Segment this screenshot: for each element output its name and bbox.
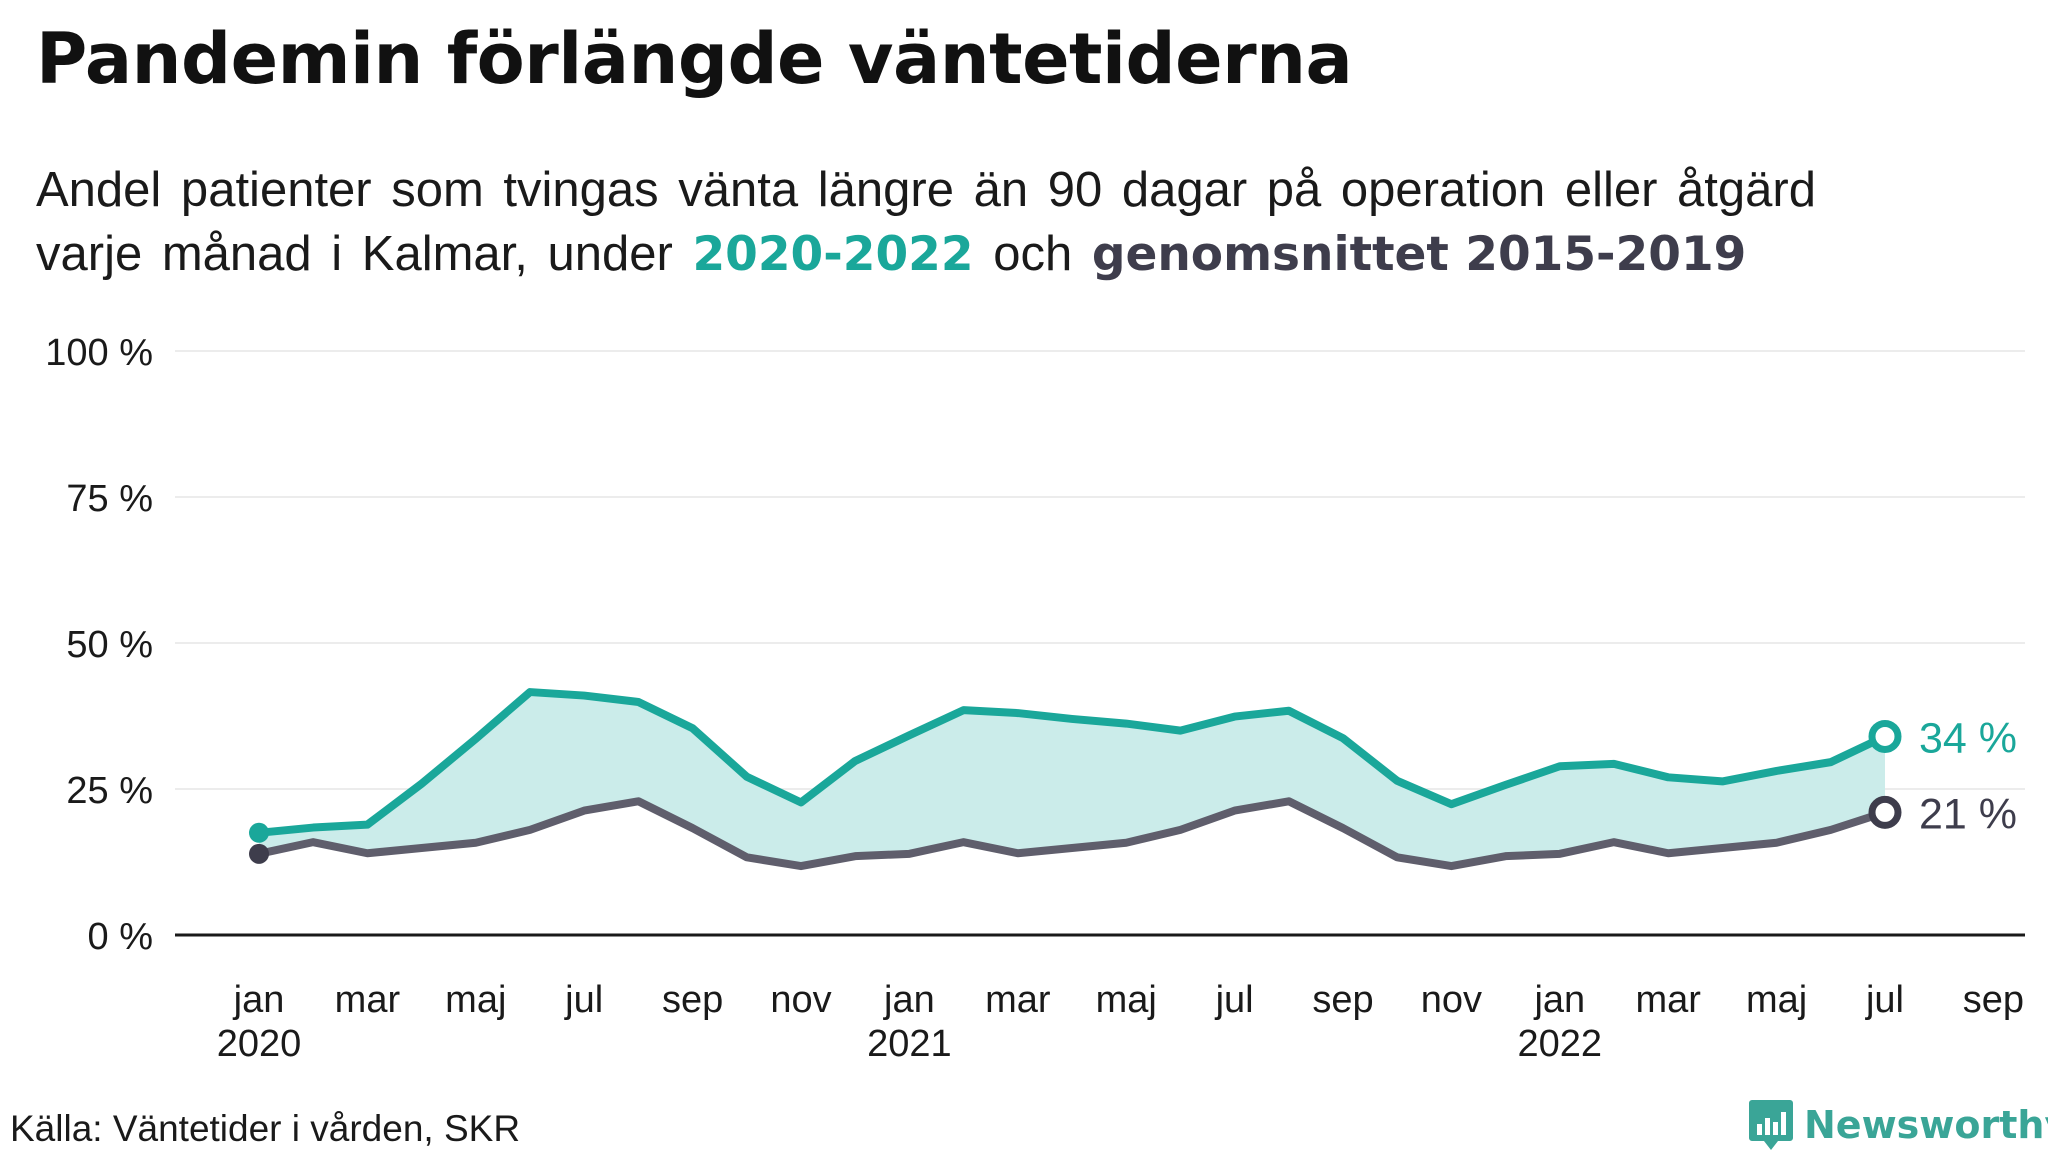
start-marker-average — [249, 843, 269, 864]
subtitle-highlight-teal: 2020-2022 — [692, 227, 974, 282]
end-marker-current — [1868, 719, 1902, 753]
y-tick-label-100: 100 % — [45, 332, 153, 374]
area-fill — [259, 692, 1885, 867]
y-tick-label-50: 50 % — [66, 624, 153, 666]
area-between-series — [259, 692, 1885, 867]
x-year-label-2022: 2022 — [1518, 1023, 1603, 1065]
x-tick-label-2022-01: jan — [1533, 979, 1585, 1021]
x-tick-label-2020-09: sep — [662, 979, 723, 1021]
source-note: Källa: Väntetider i vården, SKR — [10, 1108, 521, 1149]
end-marker-average — [1868, 795, 1902, 829]
series-markers — [249, 719, 1902, 864]
chart-title: Pandemin förlängde väntetiderna — [36, 18, 1353, 100]
newsworthy-wordmark: Newsworthy — [1804, 1103, 2048, 1147]
subtitle-conjunction: och — [973, 227, 1092, 281]
subtitle-highlight-gray: genomsnittet 2015-2019 — [1091, 227, 1747, 282]
newsworthy-logo: Newsworthy — [1748, 1098, 2048, 1152]
newsworthy-logo-icon — [1749, 1100, 1793, 1150]
x-tick-label-2022-09: sep — [1963, 979, 2024, 1021]
x-tick-label-2022-07: jul — [1865, 979, 1904, 1021]
end-label-average: 21 % — [1919, 790, 2017, 838]
x-tick-label-2022-03: mar — [1635, 979, 1701, 1021]
y-tick-label-25: 25 % — [66, 770, 153, 812]
x-year-label-2020: 2020 — [217, 1023, 302, 1065]
chart-subtitle: Andel patienter som tvingas vänta längre… — [36, 158, 2026, 287]
x-tick-label-2021-01: jan — [883, 979, 935, 1021]
x-tick-label-2021-09: sep — [1312, 979, 1373, 1021]
series-line-average — [255, 797, 1889, 871]
series-line-current — [255, 688, 1889, 837]
y-tick-label-0: 0 % — [88, 916, 153, 958]
x-tick-label-2020-07: jul — [564, 979, 603, 1021]
x-year-label-2021: 2021 — [867, 1023, 952, 1065]
x-tick-label-2021-07: jul — [1215, 979, 1254, 1021]
x-tick-label-2021-03: mar — [985, 979, 1051, 1021]
x-tick-label-2020-03: mar — [335, 979, 401, 1021]
subtitle-line-2: varje månad i Kalmar, under 2020-2022 oc… — [36, 222, 2026, 287]
x-tick-label-2022-05: maj — [1746, 979, 1807, 1021]
start-marker-current — [249, 822, 269, 843]
x-tick-label-2021-05: maj — [1096, 979, 1157, 1021]
x-tick-label-2021-11: nov — [1421, 979, 1482, 1021]
subtitle-prefix: varje månad i Kalmar, under — [36, 227, 693, 281]
x-tick-label-2020-05: maj — [445, 979, 506, 1021]
subtitle-line-1: Andel patienter som tvingas vänta längre… — [36, 163, 1816, 217]
end-label-current: 34 % — [1919, 714, 2017, 762]
x-tick-label-2020-11: nov — [770, 979, 831, 1021]
x-tick-label-2020-01: jan — [233, 979, 285, 1021]
y-tick-label-75: 75 % — [66, 478, 153, 520]
series-lines — [255, 688, 1889, 871]
